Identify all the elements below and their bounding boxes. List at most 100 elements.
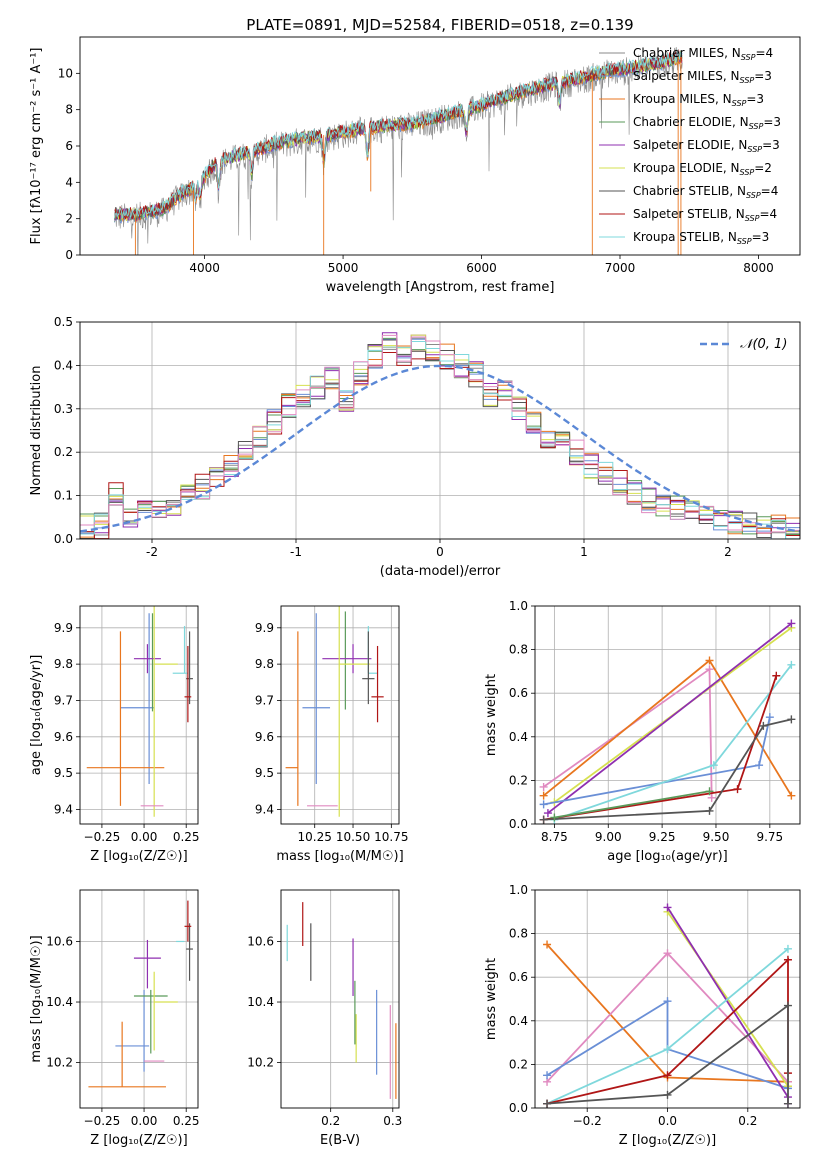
x-tick-label: 0.3 xyxy=(383,1114,402,1128)
x-tick-label: −0.25 xyxy=(84,830,121,844)
weight-marker xyxy=(539,782,548,791)
panel-mass-vs-Z: −0.25 0.00 0.25 10.2 10.4 10.6 Z [log₁₀(Z/Z☉)]… xyxy=(29,889,200,1148)
weight-marker xyxy=(787,791,796,800)
y-tick-label: 9.6 xyxy=(255,730,274,744)
y-axis-label: mass [log₁₀(M/M☉)] xyxy=(29,935,44,1062)
x-axis-label: mass [log₁₀(M/M☉)] xyxy=(276,849,403,864)
y-tick-label: 2 xyxy=(65,212,73,226)
weight-marker xyxy=(759,721,768,730)
plot-area xyxy=(80,606,198,824)
weight-marker xyxy=(787,619,796,628)
x-axis-label: (data-model)/error xyxy=(380,564,501,579)
weight-marker xyxy=(772,671,781,680)
y-axis-label: mass weight xyxy=(484,958,499,1040)
errorbar-point xyxy=(133,939,161,989)
weight-marker xyxy=(733,785,742,794)
weight-marker xyxy=(705,656,714,665)
weight-series xyxy=(539,713,774,809)
x-tick-label: 0.00 xyxy=(131,1114,158,1128)
errorbar-point xyxy=(302,613,331,785)
y-tick-label: 0.4 xyxy=(509,1014,528,1028)
legend-label: Salpeter ELODIE, NSSP=3 xyxy=(633,138,780,154)
y-tick-label: 9.8 xyxy=(54,657,73,671)
spectrum-line xyxy=(114,48,683,219)
weight-marker xyxy=(539,800,548,809)
weight-marker xyxy=(755,761,764,770)
plot-area xyxy=(535,606,800,824)
x-tick-label: 9.50 xyxy=(703,830,730,844)
x-tick-label: −0.2 xyxy=(573,1114,602,1128)
y-tick-label: 0.1 xyxy=(54,489,73,503)
x-tick-label: -2 xyxy=(146,545,158,559)
y-tick-label: 10.4 xyxy=(247,995,274,1009)
legend-entry: Kroupa ELODIE, NSSP=2 xyxy=(599,161,772,177)
x-axis-label: Z [log₁₀(Z/Z☉)] xyxy=(90,849,187,864)
y-tick-label: 9.4 xyxy=(54,802,73,816)
y-tick-label: 1.0 xyxy=(509,599,528,613)
y-tick-label: 0.6 xyxy=(509,686,528,700)
weight-series xyxy=(539,656,796,800)
y-axis-label: Flux [fλ10⁻¹⁷ erg cm⁻² s⁻¹ A⁻¹] xyxy=(29,48,44,245)
panel-age-vs-mass: 10.25 10.50 10.75 9.4 9.5 9.6 9.7 9.8 9.9 mass [l… xyxy=(255,605,409,864)
legend-entry: Kroupa STELIB, NSSP=3 xyxy=(599,230,769,246)
panel-weight-vs-age: 8.75 9.00 9.25 9.50 9.75 0.0 0.2 0.4 0.6 0.8 1.0 ag… xyxy=(484,599,801,864)
y-tick-label: 1.0 xyxy=(509,883,528,897)
y-tick-label: 9.8 xyxy=(255,657,274,671)
x-tick-label: 9.25 xyxy=(649,830,676,844)
axes-frame xyxy=(79,36,801,256)
x-tick-label: 9.00 xyxy=(595,830,622,844)
legend-entry: Chabrier MILES, NSSP=4 xyxy=(599,46,773,62)
x-tick-label: 10.25 xyxy=(298,830,332,844)
errorbar-point xyxy=(153,971,178,1051)
x-tick-label: 2 xyxy=(724,545,732,559)
y-axis-label: Normed distribution xyxy=(29,366,44,496)
x-tick-label: -1 xyxy=(290,545,302,559)
weight-marker xyxy=(543,1099,552,1108)
y-tick-label: 10.2 xyxy=(247,1056,274,1070)
axes-frame xyxy=(280,889,400,1109)
legend-label: Kroupa MILES, NSSP=3 xyxy=(633,92,764,108)
weight-line xyxy=(546,999,789,1090)
x-tick-label: 1 xyxy=(580,545,588,559)
x-tick-label: −0.25 xyxy=(84,1114,121,1128)
x-axis-label: wavelength [Angstrom, rest frame] xyxy=(326,280,555,295)
panel-residuals: -2 -1 0 1 2 0.0 0.1 0.2 0.3 0.4 0.5 (data-model)/er… xyxy=(29,315,801,579)
weight-marker xyxy=(663,1045,672,1054)
y-tick-label: 0.6 xyxy=(509,970,528,984)
legend-entry: Salpeter ELODIE, NSSP=3 xyxy=(599,138,780,154)
legend-label: Chabrier MILES, NSSP=4 xyxy=(633,46,773,62)
y-tick-label: 0.2 xyxy=(509,1057,528,1071)
legend-label: 𝒩(0, 1) xyxy=(740,337,787,352)
y-tick-label: 8 xyxy=(65,103,73,117)
y-tick-label: 0.2 xyxy=(54,445,73,459)
weight-marker xyxy=(543,940,552,949)
errorbar-point xyxy=(88,1021,166,1088)
y-tick-label: 9.6 xyxy=(54,730,73,744)
axes-frame xyxy=(534,605,801,825)
weight-marker xyxy=(539,815,548,824)
errorbar-point xyxy=(120,613,155,785)
plot-area xyxy=(535,890,800,1108)
errorbar-point xyxy=(338,606,370,817)
weight-series xyxy=(539,665,716,802)
y-tick-label: 0.5 xyxy=(54,315,73,329)
y-tick-label: 9.4 xyxy=(255,802,274,816)
legend-entry: Chabrier STELIB, NSSP=4 xyxy=(599,184,778,200)
y-tick-label: 10.6 xyxy=(247,934,274,948)
panel-age-vs-Z: −0.25 0.00 0.25 9.4 9.5 9.6 9.7 9.8 9.9 Z [log₁₀(… xyxy=(29,605,200,864)
weight-marker xyxy=(765,713,774,722)
axes-frame xyxy=(79,889,199,1109)
legend-label: Chabrier STELIB, NSSP=4 xyxy=(633,184,778,200)
y-tick-label: 9.7 xyxy=(255,693,274,707)
y-tick-label: 10.4 xyxy=(46,995,73,1009)
weight-marker xyxy=(705,787,714,796)
legend-entry: Kroupa MILES, NSSP=3 xyxy=(599,92,764,108)
x-tick-label: 0.2 xyxy=(321,1114,340,1128)
x-tick-label: 0.00 xyxy=(131,830,158,844)
axes-frame xyxy=(79,605,199,825)
weight-marker xyxy=(709,761,718,770)
legend-label: Chabrier ELODIE, NSSP=3 xyxy=(633,115,781,131)
legend: Chabrier MILES, NSSP=4 Salpeter MILES, NS… xyxy=(599,46,781,246)
errorbar-point xyxy=(133,644,161,674)
legend-entry: Chabrier ELODIE, NSSP=3 xyxy=(599,115,781,131)
